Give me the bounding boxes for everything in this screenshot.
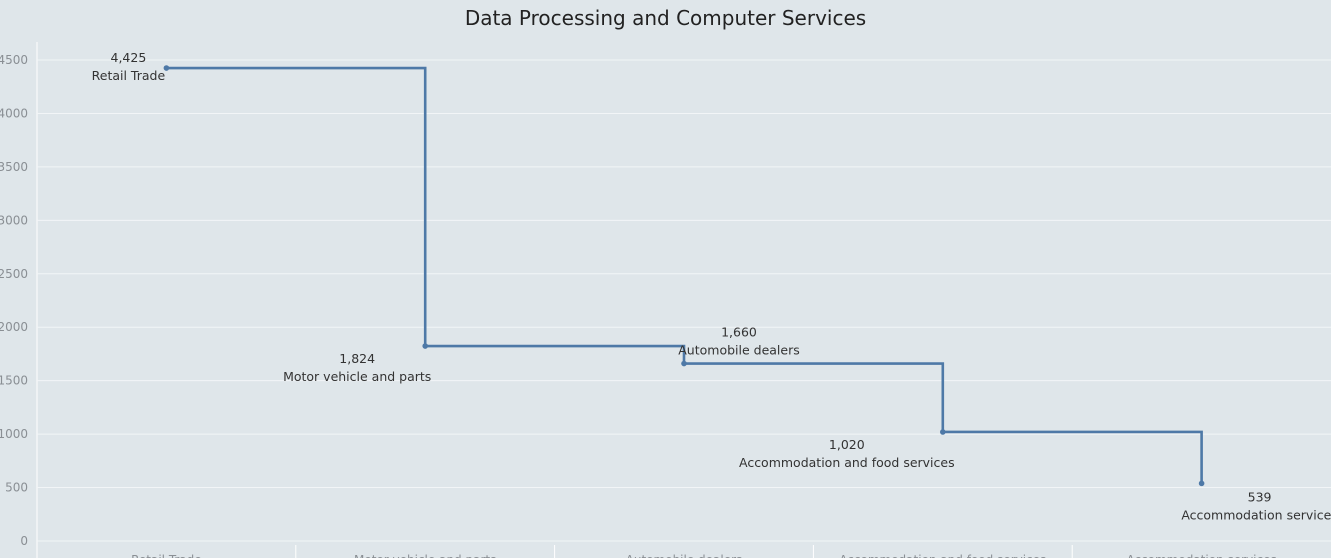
y-tick-label: 4000 <box>0 106 28 120</box>
series-line <box>166 66 1203 484</box>
data-point <box>681 360 687 367</box>
y-tick-label: 3500 <box>0 160 28 174</box>
y-tick-label: 2000 <box>0 320 28 334</box>
y-tick-label: 500 <box>5 481 28 495</box>
data-label-value: 1,020 <box>829 437 865 452</box>
data-label-category: Automobile dealers <box>678 343 800 358</box>
data-label-category: Accommodation and food services <box>739 455 955 470</box>
data-label-value: 1,824 <box>339 351 375 366</box>
y-tick-label: 0 <box>20 534 28 548</box>
x-tick-label: Retail Trade <box>131 553 202 558</box>
x-tick-label: Automobile dealers <box>626 553 743 558</box>
data-label-category: Retail Trade <box>92 68 166 83</box>
chart-title: Data Processing and Computer Services <box>464 6 867 30</box>
x-tick-label: Accommodation and food services <box>839 553 1046 558</box>
data-point <box>422 343 429 349</box>
y-tick-label: 1500 <box>0 374 28 388</box>
data-label-category: Motor vehicle and parts <box>283 369 431 384</box>
y-tick-label: 4500 <box>0 53 28 67</box>
data-point <box>1198 480 1205 487</box>
data-label-value: 539 <box>1248 489 1272 504</box>
data-label-value: 4,425 <box>111 50 147 65</box>
data-point <box>163 65 170 71</box>
data-label-category: Accommodation services <box>1181 507 1331 522</box>
data-point <box>940 429 946 435</box>
data-label-value: 1,660 <box>721 325 757 340</box>
y-tick-label: 2500 <box>0 267 28 281</box>
x-tick-label: Accommodation services <box>1126 553 1276 558</box>
x-tick-label: Motor vehicle and parts <box>354 553 496 558</box>
y-tick-label: 3000 <box>0 213 28 227</box>
y-tick-label: 1000 <box>0 427 28 441</box>
